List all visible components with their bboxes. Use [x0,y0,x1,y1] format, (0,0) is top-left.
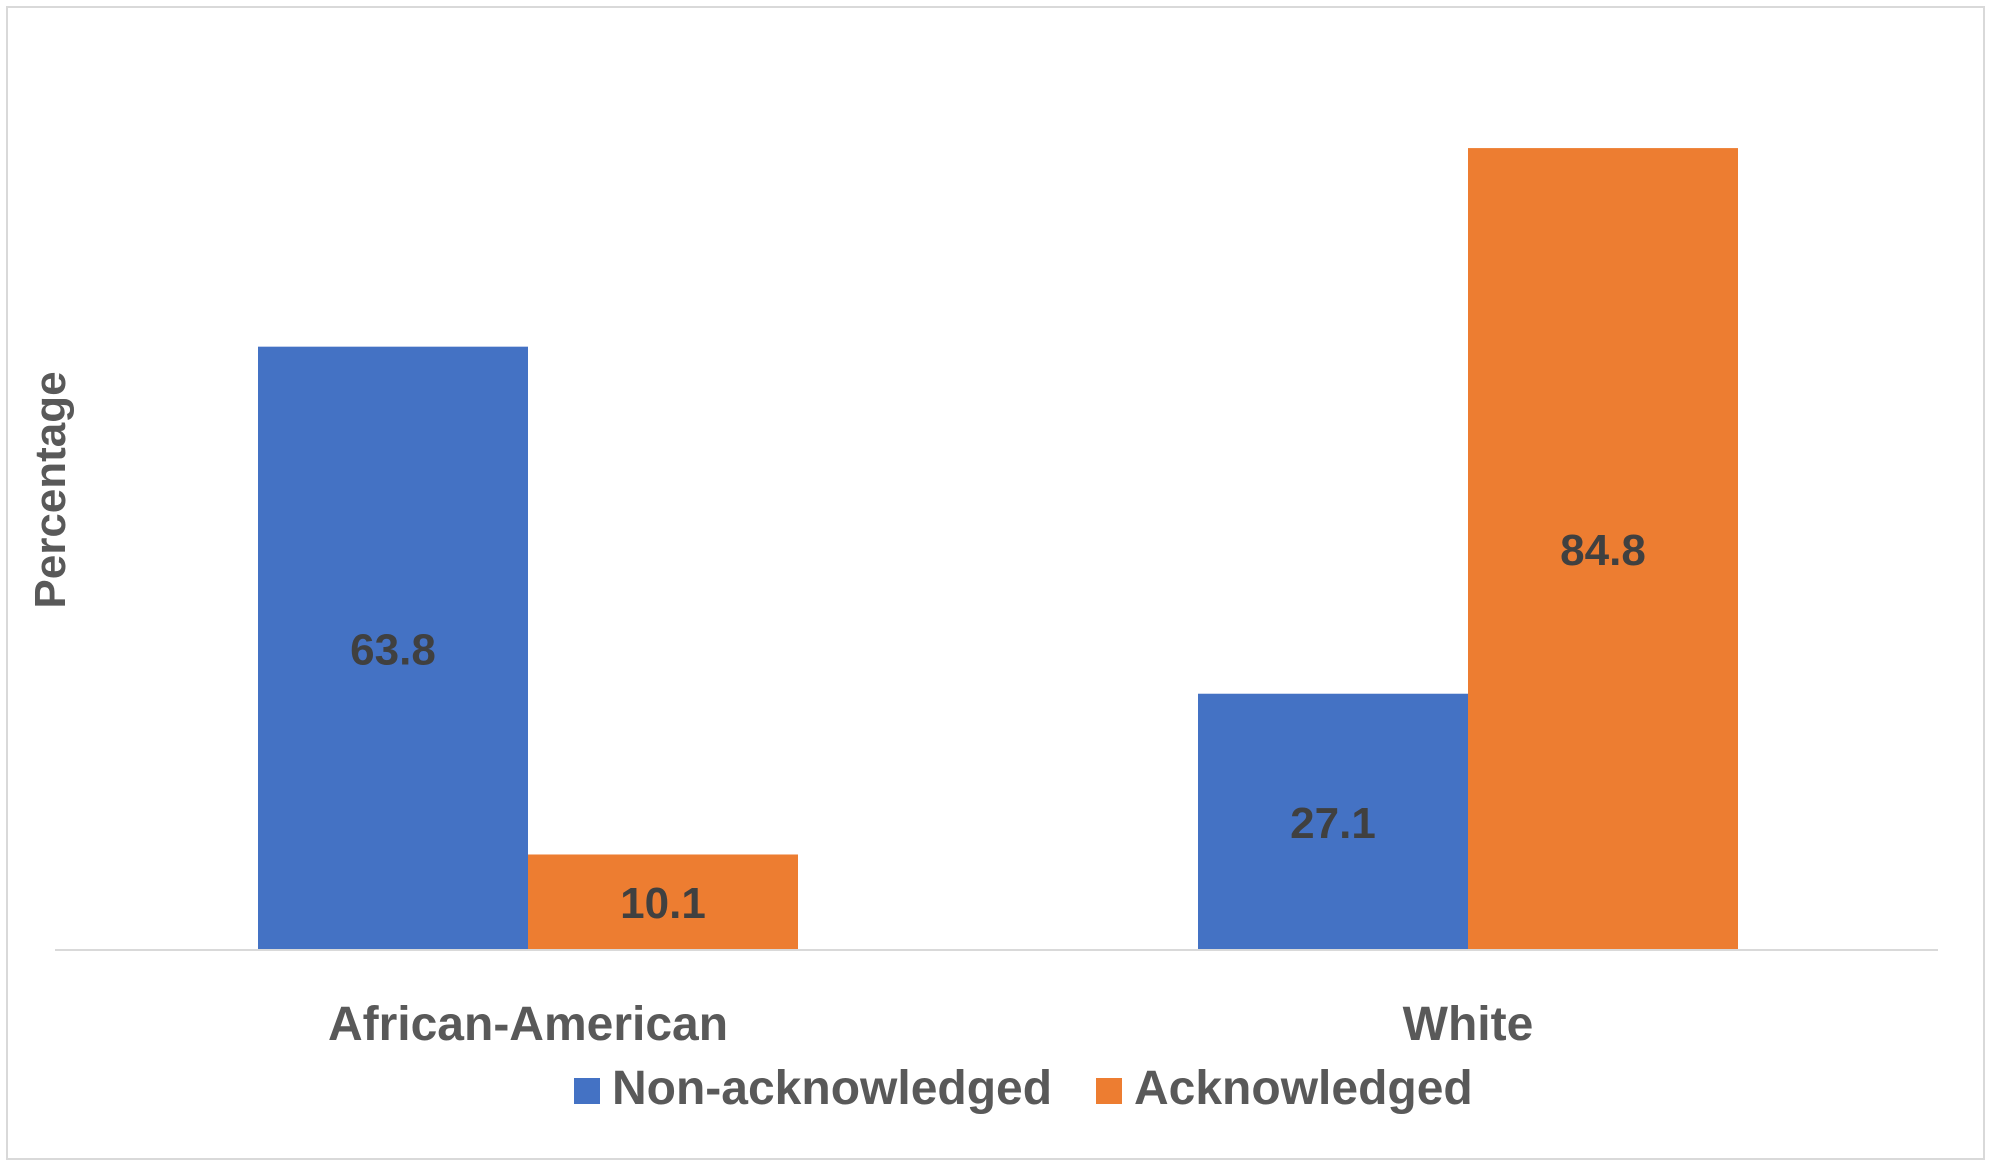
y-axis-title: Percentage [26,371,75,608]
bars-group [258,148,1738,950]
bar-african-american-acknowledged [528,854,798,950]
category-label-african-american: African-American [328,998,728,1051]
data-label-african-american-non-acknowledged: 63.8 [350,625,436,674]
data-label-white-non-acknowledged: 27.1 [1290,799,1376,848]
data-label-african-american-acknowledged: 10.1 [620,879,706,928]
legend-label-non-acknowledged: Non-acknowledged [612,1062,1052,1115]
bar-white-acknowledged [1468,148,1738,950]
data-label-white-acknowledged: 84.8 [1560,526,1646,575]
legend-label-acknowledged: Acknowledged [1134,1062,1473,1115]
data-labels-group: 63.8 10.1 27.1 84.8 [350,526,1646,928]
legend-swatch-non-acknowledged [574,1078,600,1104]
category-labels-group: African-American White [328,998,1533,1051]
bar-white-non-acknowledged [1198,693,1468,950]
legend-swatch-acknowledged [1096,1078,1122,1104]
category-label-white: White [1403,998,1534,1051]
legend: Non-acknowledged Acknowledged [574,1062,1473,1115]
bar-african-american-non-acknowledged [258,346,528,950]
